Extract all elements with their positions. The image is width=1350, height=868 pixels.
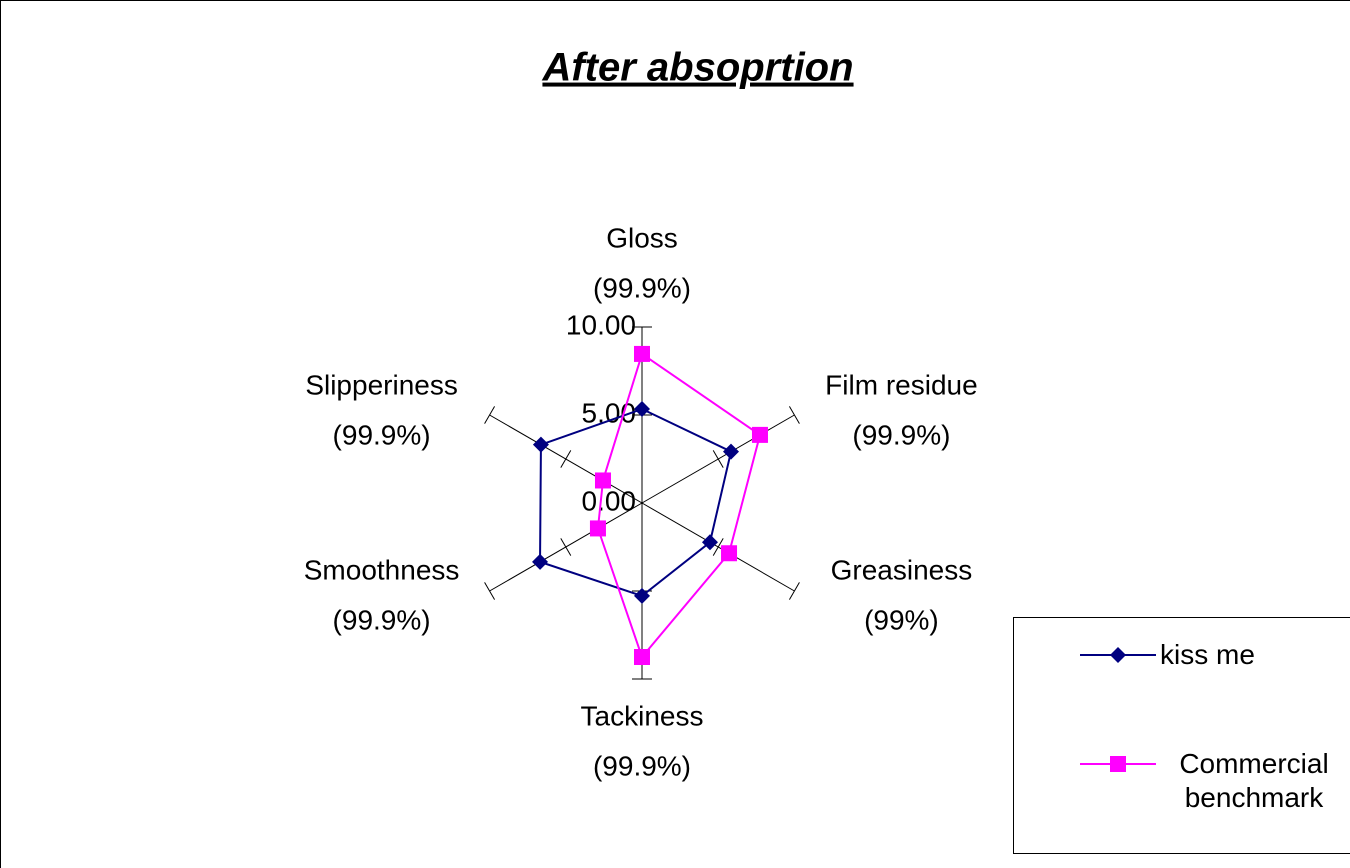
legend-label: kiss me [1160,639,1255,670]
axis-label: (99.9%) [593,272,691,303]
axis-label: (99.9%) [593,750,691,781]
axis-label: Film residue [825,369,977,400]
data-point [589,520,606,537]
tick-mark [788,406,800,424]
axis-label: Gloss [606,222,678,253]
data-point [594,472,611,489]
data-point [721,545,738,562]
data-point [634,649,650,665]
axis-label: (99.9%) [852,419,950,450]
data-point [532,436,549,453]
axis-label: (99.9%) [333,419,431,450]
chart-title: After absoprtion [541,46,853,90]
legend-label: Commercial benchmark [1179,748,1329,813]
data-point [723,443,740,460]
legend-marker [1110,647,1126,663]
axis-label: Tackiness [581,700,704,731]
axis-label: Slipperiness [305,369,458,400]
tick-mark [484,582,496,600]
tick-label: 0.00 [582,485,637,516]
data-point [634,587,650,604]
axis-label: Smoothness [304,554,460,585]
data-point [634,401,650,418]
tick-label: 10.00 [566,309,636,340]
axis-label: (99%) [864,604,939,635]
tick-mark [484,406,496,424]
data-point [532,553,549,570]
data-point [701,534,718,551]
data-point [634,345,650,362]
axis-label: Greasiness [831,554,973,585]
legend-box [1013,617,1350,854]
tick-mark [560,538,572,556]
legend-marker [1110,756,1126,772]
axis-label: (99.9%) [333,604,431,635]
tick-mark [712,538,724,556]
tick-mark [560,450,572,468]
tick-mark [712,450,724,468]
tick-mark [788,582,800,600]
data-point [751,426,768,443]
